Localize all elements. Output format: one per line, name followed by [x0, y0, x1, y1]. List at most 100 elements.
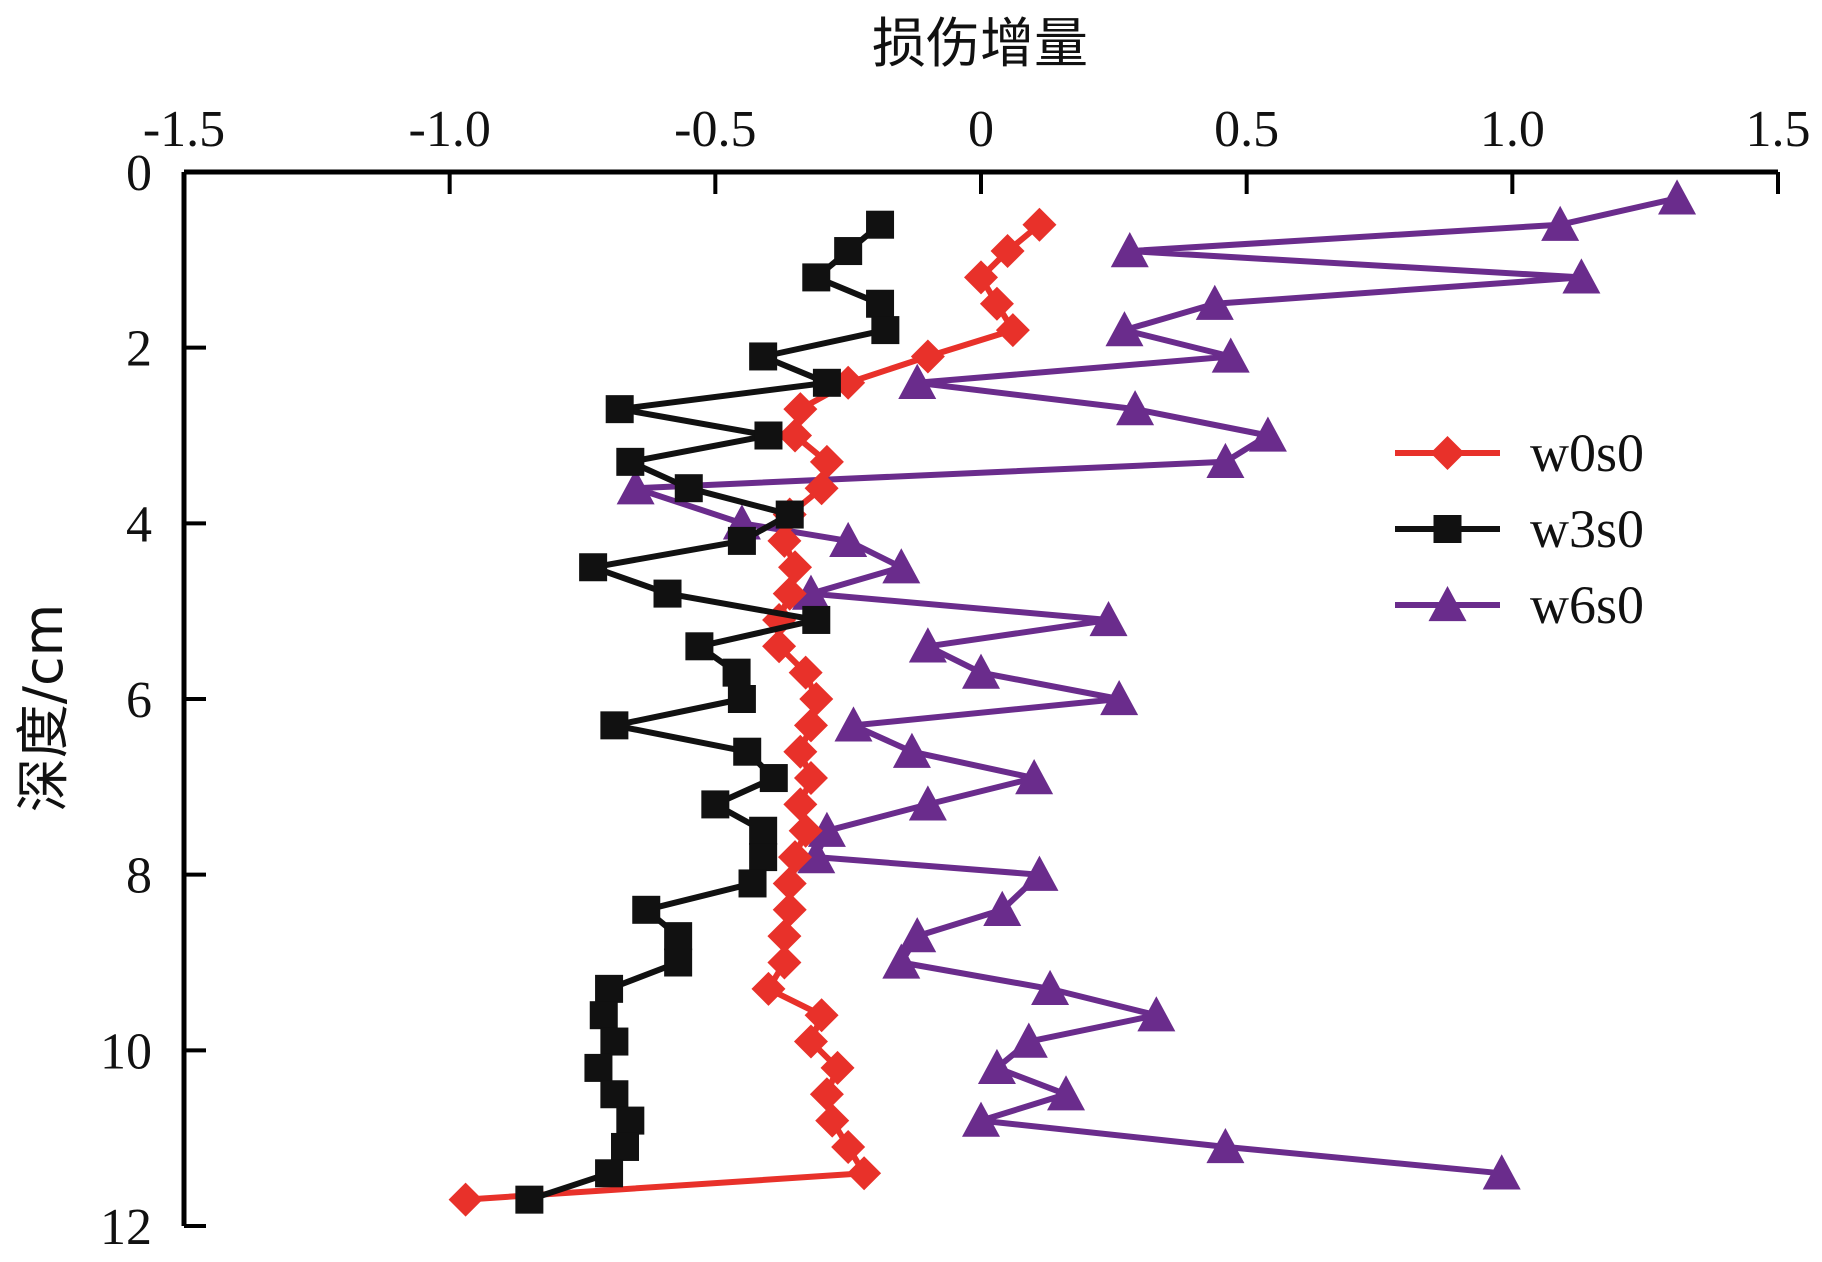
y-tick-label: 8 — [126, 848, 152, 905]
data-point-w0s0 — [783, 392, 818, 427]
data-point-w0s0 — [1022, 207, 1057, 242]
data-point-w0s0 — [809, 1077, 844, 1112]
data-point-w0s0 — [831, 1129, 866, 1164]
data-point-w0s0 — [448, 1182, 483, 1217]
data-point-w0s0 — [772, 576, 807, 611]
data-point-w6s0 — [892, 732, 931, 768]
data-point-w0s0 — [772, 866, 807, 901]
data-point-w0s0 — [809, 444, 844, 479]
data-point-w3s0 — [664, 948, 693, 977]
data-point-w6s0 — [1482, 1154, 1521, 1190]
data-point-w3s0 — [595, 1159, 624, 1188]
legend-label: w3s0 — [1530, 499, 1644, 559]
data-point-w0s0 — [820, 1050, 855, 1085]
data-point-w6s0 — [1116, 390, 1155, 426]
data-point-w6s0 — [908, 627, 947, 663]
data-point-w6s0 — [1206, 442, 1245, 478]
data-point-w0s0 — [804, 998, 839, 1033]
data-point-w6s0 — [1047, 1075, 1086, 1111]
data-point-w0s0 — [778, 840, 813, 875]
data-point-w6s0 — [834, 706, 873, 742]
data-point-w0s0 — [995, 313, 1030, 348]
data-point-w6s0 — [616, 469, 655, 505]
data-point-w3s0 — [685, 632, 714, 661]
legend: w0s0 w3s0 w6s0 — [1395, 423, 1644, 635]
data-point-w6s0 — [1015, 759, 1054, 795]
data-point-w3s0 — [749, 843, 778, 872]
data-point-w3s0 — [595, 974, 624, 1003]
data-point-w0s0 — [772, 892, 807, 927]
data-point-w3s0 — [738, 869, 767, 898]
x-tick-label: -1.0 — [409, 101, 491, 158]
data-point-w6s0 — [898, 917, 937, 953]
data-point-w6s0 — [807, 811, 846, 847]
data-point-w0s0 — [788, 655, 823, 690]
data-point-w0s0 — [793, 708, 828, 743]
data-point-w6s0 — [1110, 232, 1149, 268]
x-tick-label: 1.0 — [1480, 101, 1545, 158]
data-point-w6s0 — [1562, 258, 1601, 294]
y-tick-label: 4 — [126, 496, 152, 553]
data-point-w6s0 — [962, 653, 1000, 689]
data-point-w3s0 — [759, 764, 788, 793]
data-point-w3s0 — [749, 342, 778, 371]
data-point-w3s0 — [515, 1185, 544, 1214]
legend-marker — [1430, 436, 1465, 470]
legend-label: w0s0 — [1530, 423, 1644, 483]
data-point-w3s0 — [802, 605, 831, 634]
data-point-w0s0 — [767, 523, 802, 558]
data-point-w6s0 — [1248, 416, 1287, 452]
data-point-w3s0 — [727, 526, 756, 555]
data-point-w6s0 — [1137, 996, 1176, 1032]
y-tick-label: 0 — [126, 145, 152, 202]
y-tick-label: 10 — [100, 1023, 152, 1080]
series-w6s0 — [616, 179, 1697, 1190]
data-point-w6s0 — [1100, 680, 1139, 716]
data-point-w3s0 — [674, 474, 703, 503]
data-point-w3s0 — [727, 685, 756, 713]
data-point-w6s0 — [1211, 337, 1250, 373]
data-point-w0s0 — [979, 286, 1014, 321]
x-tick-label: 0 — [968, 101, 994, 158]
data-point-w3s0 — [600, 1080, 629, 1109]
data-point-w0s0 — [778, 418, 813, 453]
data-point-w3s0 — [579, 553, 608, 582]
data-point-w0s0 — [762, 629, 797, 664]
data-point-w0s0 — [778, 550, 813, 585]
data-point-w3s0 — [611, 1132, 640, 1161]
data-point-w6s0 — [1020, 855, 1059, 891]
data-point-w6s0 — [1206, 1127, 1245, 1164]
data-point-w6s0 — [1009, 1022, 1048, 1058]
data-point-w0s0 — [910, 339, 945, 374]
data-point-w3s0 — [749, 816, 778, 845]
data-point-w3s0 — [834, 237, 863, 266]
x-tick-label: -1.5 — [143, 101, 225, 158]
data-point-w6s0 — [829, 521, 868, 558]
data-point-w0s0 — [783, 734, 818, 769]
x-tick-label: 0.5 — [1214, 101, 1279, 158]
data-point-w3s0 — [871, 316, 900, 345]
data-point-w3s0 — [866, 289, 895, 318]
data-point-w6s0 — [977, 1048, 1016, 1085]
data-point-w0s0 — [788, 813, 823, 848]
data-point-w0s0 — [964, 260, 998, 295]
data-point-w0s0 — [751, 971, 786, 1006]
legend-marker — [1428, 586, 1467, 622]
data-point-w6s0 — [882, 548, 921, 584]
data-point-w6s0 — [797, 838, 836, 874]
data-point-w6s0 — [1031, 969, 1070, 1005]
data-point-w3s0 — [866, 210, 895, 239]
data-point-w3s0 — [584, 1053, 613, 1082]
legend-marker — [1433, 515, 1462, 543]
data-point-w0s0 — [783, 787, 818, 822]
data-point-w6s0 — [983, 890, 1022, 926]
data-point-w0s0 — [815, 1103, 850, 1138]
y-axis-title: 深度/cm — [12, 604, 75, 813]
x-tick-label: -0.5 — [674, 101, 756, 158]
data-point-w3s0 — [616, 447, 645, 476]
y-tick-label: 12 — [100, 1199, 152, 1256]
data-point-w3s0 — [616, 1106, 645, 1135]
data-point-w3s0 — [733, 737, 762, 766]
